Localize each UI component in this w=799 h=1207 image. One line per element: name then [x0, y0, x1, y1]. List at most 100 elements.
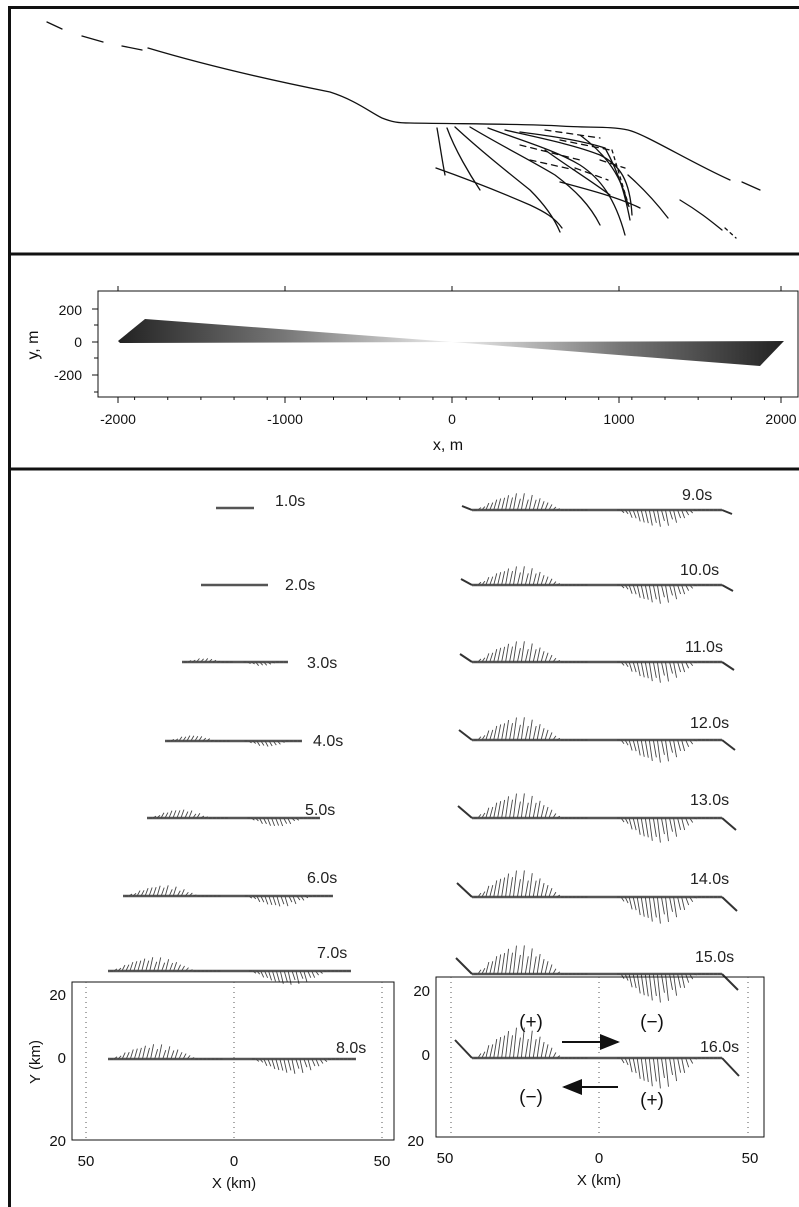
wavefront-hatch: [661, 509, 665, 522]
wavefront-hatch: [677, 509, 682, 519]
wavefront-hatch: [187, 660, 192, 663]
wavefront-hatch: [524, 573, 529, 586]
wavefront-hatch: [509, 497, 513, 511]
sign-southwest-minus: (−): [519, 1087, 543, 1108]
wavefront-hatch: [520, 945, 525, 975]
wavefront-hatch: [172, 886, 177, 897]
wavefront-hatch: [628, 661, 633, 672]
snapshot-6s: [123, 885, 333, 907]
branch-tips: [456, 882, 738, 912]
wavefront-hatch: [180, 809, 185, 819]
wavefront-hatch: [656, 896, 661, 924]
wavefront-hatch: [620, 896, 625, 902]
wavefront-hatch: [681, 817, 686, 831]
snapshot-8s-axes: 8.0s 20 0 20 50 0 50 X (km) Y (km): [27, 981, 395, 1192]
wavefront-hatch: [489, 502, 494, 511]
wavefront-hatch: [552, 506, 557, 511]
wavefront-hatch: [548, 1047, 553, 1059]
snapshot-9s: [472, 493, 722, 527]
wavefront-hatch: [501, 1035, 506, 1059]
wavefront-hatch: [640, 739, 645, 757]
wavefront-hatch: [303, 1058, 308, 1068]
wavefront-hatch: [528, 494, 533, 511]
wavefront-hatch: [477, 581, 482, 586]
wavefront-hatch: [182, 736, 187, 742]
wavefront-hatch: [505, 495, 510, 511]
wavefront-hatch: [544, 806, 549, 819]
wavefront-hatch: [689, 584, 694, 589]
wavefront-hatch: [256, 895, 261, 903]
wavefront-hatch: [260, 895, 265, 903]
snap16-xtick-left: 50: [437, 1150, 454, 1167]
wavefront-hatch: [509, 1035, 513, 1059]
wavefront-hatch: [481, 506, 486, 511]
wavefront-hatch: [648, 509, 653, 526]
wavefront-hatch: [497, 1036, 502, 1059]
wavefront-hatch: [677, 584, 682, 595]
wavefront-hatch: [665, 1057, 669, 1087]
wavefront-hatch: [150, 1044, 155, 1060]
wavefront-hatch: [528, 568, 533, 586]
wavefront-hatch: [154, 1049, 159, 1060]
wavefront-hatch: [532, 956, 537, 975]
branch-tip: [459, 653, 735, 671]
slip-wedge-west: [118, 319, 452, 343]
wavefront-hatch: [660, 896, 665, 915]
wavefront-hatch: [283, 970, 288, 982]
wavefront-hatch: [620, 739, 625, 745]
snapshot-3s: [182, 658, 288, 666]
wavefront-hatch: [162, 1049, 167, 1060]
wavefront-hatch: [493, 802, 498, 819]
slip-xtick-1000: 1000: [603, 411, 634, 427]
wavefront-hatch: [287, 1058, 292, 1071]
wavefront-hatch: [548, 732, 553, 741]
wavefront-hatch: [544, 502, 549, 511]
wavefront-hatch: [493, 1038, 498, 1059]
wavefront-hatch: [532, 1039, 537, 1059]
wavefront-hatch: [206, 738, 211, 742]
branch-tip: [458, 729, 736, 751]
wavefront-hatch: [532, 573, 537, 586]
wavefront-hatch: [644, 973, 649, 997]
fault-strand-3: [454, 126, 561, 233]
slip-xtick-2000: 2000: [765, 411, 796, 427]
wavefront-hatch: [493, 956, 498, 975]
wavefront-hatch: [669, 973, 673, 990]
wavefront-hatch: [536, 953, 541, 975]
wavefront-hatch: [532, 880, 537, 898]
slip-xtick-neg1000: -1000: [267, 411, 303, 427]
wavefront-hatch: [202, 737, 207, 742]
wavefront-hatch: [509, 952, 513, 975]
wavefront-hatch: [669, 817, 673, 832]
wavefront-hatch: [319, 970, 323, 974]
fault-strand-12: [627, 174, 669, 219]
wavefront-hatch: [520, 793, 525, 819]
wavefront-hatch: [693, 896, 697, 899]
wavefront-hatch: [485, 730, 490, 741]
wavefront-hatch: [556, 894, 561, 898]
wavefront-hatch: [536, 498, 541, 511]
wavefront-hatch: [540, 805, 545, 819]
wavefront-hatch: [178, 736, 183, 742]
wavefront-hatch: [304, 895, 309, 899]
wavefront-hatch: [628, 973, 633, 988]
wavefront-hatch: [291, 970, 296, 981]
fault-strand-8: [579, 134, 629, 206]
wavefront-hatch: [540, 575, 545, 586]
wavefront-hatch: [198, 736, 203, 742]
wavefront-hatch: [656, 973, 661, 1003]
wavefront-hatch: [620, 1057, 625, 1064]
wavefront-hatch: [556, 815, 561, 819]
wavefront-hatch: [505, 568, 510, 586]
wavefront-hatch: [248, 740, 252, 744]
wavefront-hatch: [685, 817, 690, 826]
wavefront-hatch: [665, 973, 669, 1001]
wavefront-hatch: [497, 572, 502, 586]
wavefront-hatch: [493, 649, 498, 663]
wavefront-hatch: [552, 968, 557, 975]
wavefront-hatch: [640, 1057, 645, 1081]
snapshot-7s: [108, 957, 351, 985]
wavefront-hatch: [632, 1057, 637, 1074]
wavefront-hatch: [677, 739, 682, 752]
wavefront-hatch: [540, 651, 545, 663]
